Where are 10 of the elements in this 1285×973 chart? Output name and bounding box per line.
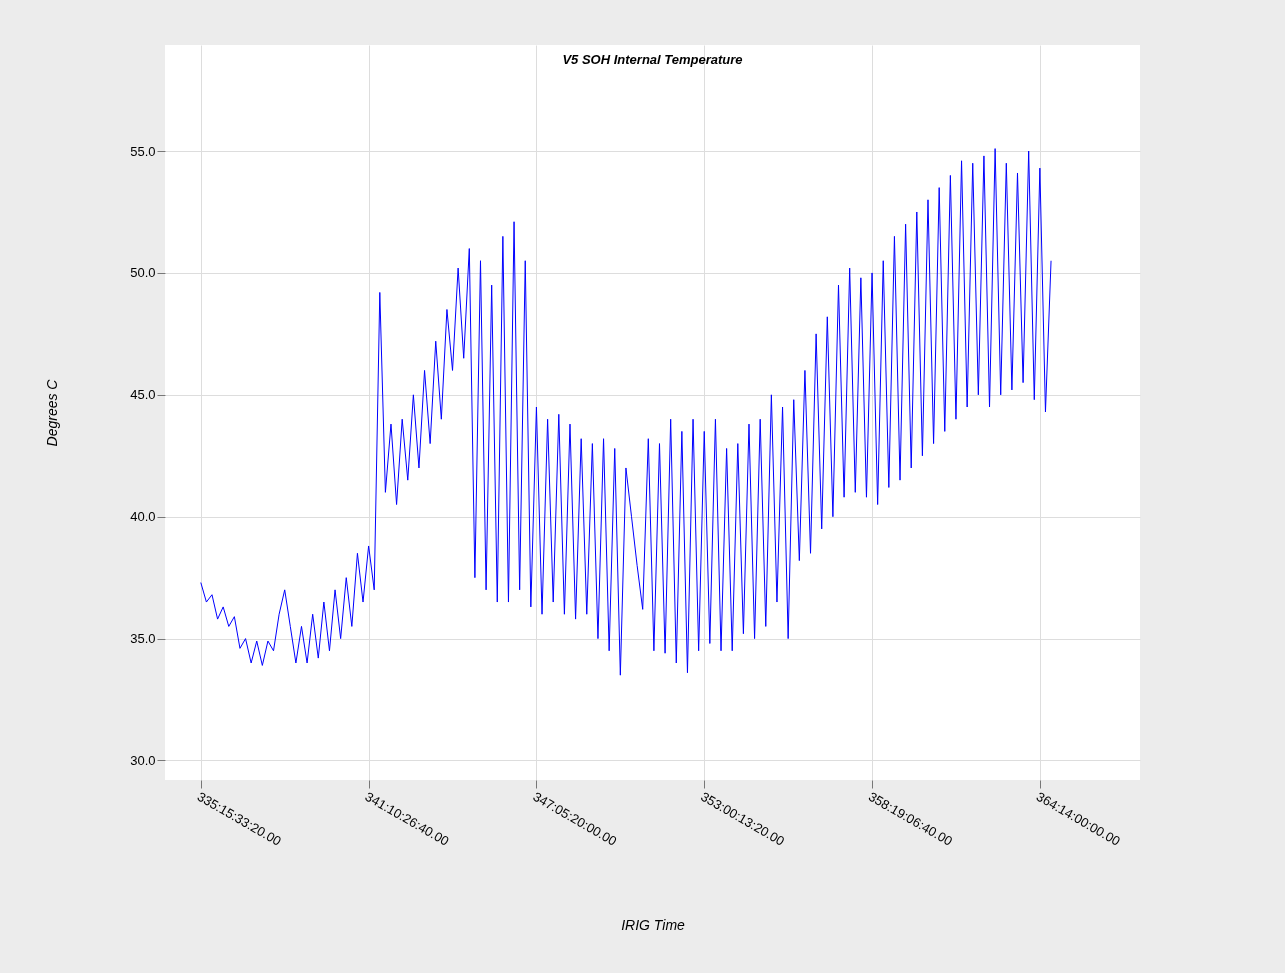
y-tick-label: 40.0	[130, 509, 156, 525]
y-tick-label: 35.0	[130, 631, 156, 647]
line-series	[200, 148, 1052, 676]
y-tick-label: 50.0	[130, 265, 156, 281]
text: V5 SOH Internal Temperature	[562, 52, 743, 67]
y-axis-title: Degrees C	[44, 378, 61, 447]
y-tick-label: 55.0	[130, 143, 156, 159]
y-tick-label: 45.0	[130, 387, 156, 403]
x-axis-title: IRIG Time	[621, 916, 686, 933]
y-tick-label: 30.0	[130, 753, 156, 768]
